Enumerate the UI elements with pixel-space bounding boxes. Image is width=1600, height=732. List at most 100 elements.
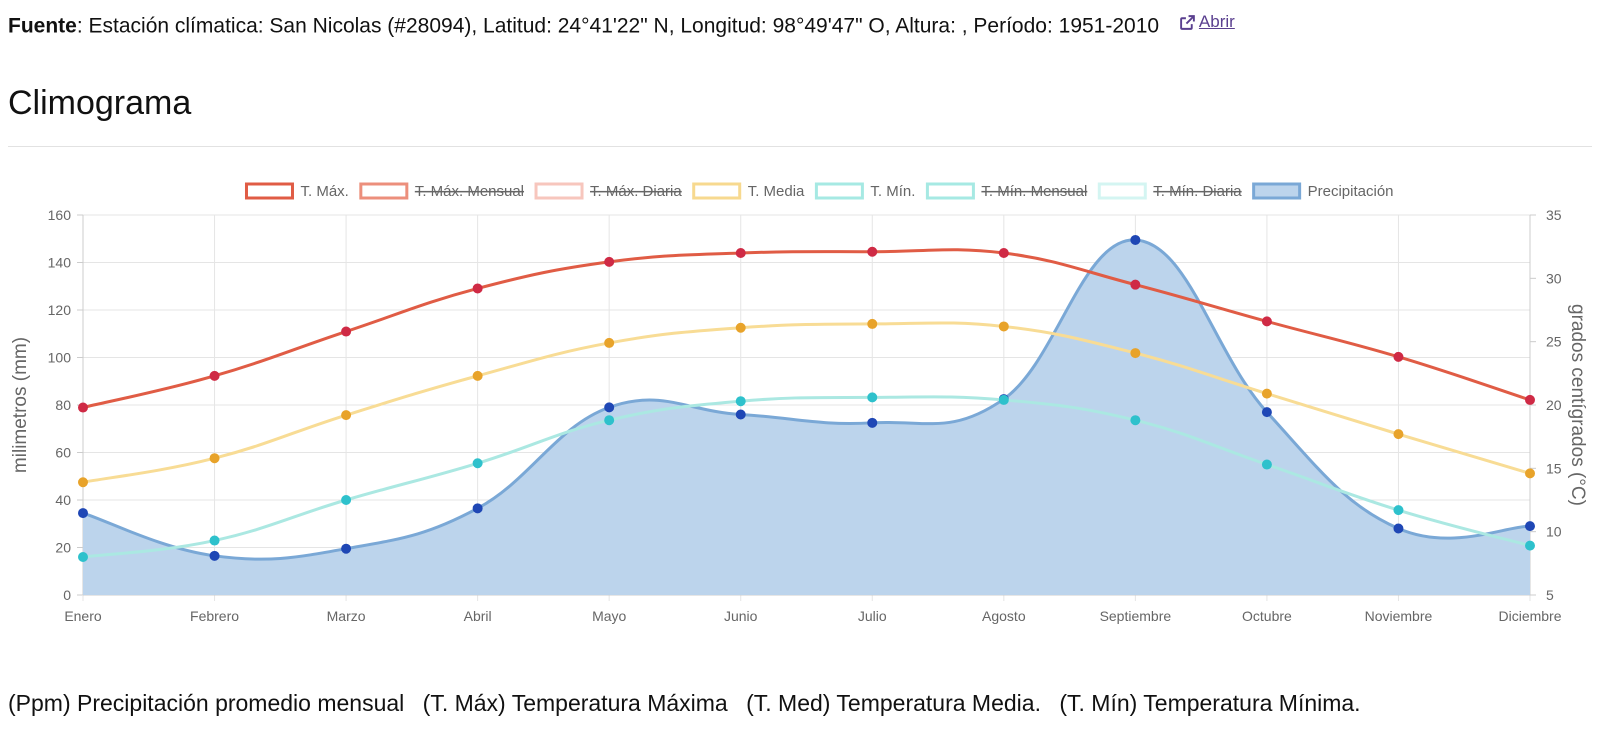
legend-label-t-mín[interactable]: T. Mín.	[870, 183, 915, 200]
footnote-tmed: (T. Med) Temperatura Media.	[746, 690, 1041, 716]
legend-swatch-precipitación[interactable]	[1252, 182, 1302, 200]
data-point-t-media	[604, 337, 615, 348]
x-tick-label: Octubre	[1242, 608, 1292, 624]
data-point-t-mín	[604, 415, 615, 426]
data-point-t-mín	[1525, 540, 1535, 551]
data-point-t-mín	[735, 396, 746, 407]
data-point-t-máx	[1130, 279, 1141, 290]
series-line-t-mín	[82, 395, 1531, 559]
data-point-t-mín	[472, 458, 483, 469]
legend-label-precipitación[interactable]: Precipitación	[1308, 183, 1394, 200]
data-point-t-mín	[1261, 459, 1272, 470]
legend-swatch-t-máx-mensual[interactable]	[359, 182, 409, 200]
data-point-t-mín	[867, 392, 878, 403]
legend-label-t-máx-mensual[interactable]: T. Máx. Mensual	[415, 183, 524, 200]
y2-tick-label: 5	[1546, 587, 1554, 603]
y-tick-label: 60	[55, 445, 71, 461]
data-point-precipitación	[735, 409, 746, 420]
y-tick-label: 40	[55, 492, 71, 508]
x-tick-label: Enero	[64, 608, 102, 624]
legend-swatch-t-mín-mensual[interactable]	[925, 182, 975, 200]
title-divider	[8, 146, 1592, 147]
page-title: Climograma	[8, 84, 192, 122]
y2-tick-label: 10	[1546, 524, 1562, 540]
y-tick-label: 0	[63, 587, 71, 603]
data-point-precipitación	[1525, 521, 1535, 532]
data-point-t-máx	[604, 256, 615, 267]
x-tick-label: Noviembre	[1365, 608, 1433, 624]
legend-swatch-t-máx[interactable]	[244, 182, 294, 200]
data-point-t-máx	[472, 283, 483, 294]
data-point-t-mín	[1130, 415, 1141, 426]
data-point-t-media	[341, 410, 352, 421]
data-point-precipitación	[604, 402, 615, 413]
y2-tick-label: 35	[1546, 207, 1562, 223]
data-point-t-máx	[1393, 351, 1404, 362]
data-point-t-máx	[998, 248, 1009, 258]
source-line: Fuente: Estación clímatica: San Nicolas …	[8, 12, 1235, 39]
y-tick-label: 20	[55, 540, 71, 556]
legend-swatch-t-mín-diaria[interactable]	[1097, 182, 1147, 200]
data-point-precipitación	[472, 503, 483, 514]
x-tick-label: Julio	[858, 608, 887, 624]
legend-swatch-t-máx-diaria[interactable]	[534, 182, 584, 200]
source-text: : Estación clímatica: San Nicolas (#2809…	[76, 14, 1160, 38]
y-tick-label: 160	[48, 207, 72, 223]
x-tick-label: Junio	[724, 608, 758, 624]
legend-label-t-mín-mensual[interactable]: T. Mín. Mensual	[981, 183, 1087, 200]
series-line-t-máx	[82, 248, 1531, 409]
legend-swatch-t-media[interactable]	[692, 182, 742, 200]
data-point-precipitación	[209, 550, 220, 561]
y2-tick-label: 20	[1546, 397, 1562, 413]
series-area-precipitación	[83, 239, 1530, 595]
y-tick-label: 100	[48, 350, 72, 366]
data-point-t-mín	[209, 535, 220, 546]
x-tick-label: Febrero	[190, 608, 239, 624]
footnote: (Ppm) Precipitación promedio mensual (T.…	[8, 690, 1373, 717]
legend-label-t-máx-diaria[interactable]: T. Máx. Diaria	[590, 183, 682, 200]
data-point-precipitación	[78, 508, 88, 519]
y2-tick-label: 15	[1546, 460, 1562, 476]
y2-tick-label: 30	[1546, 270, 1562, 286]
legend-label-t-máx[interactable]: T. Máx.	[300, 183, 348, 200]
data-point-t-máx	[1261, 316, 1272, 327]
data-point-t-media	[1130, 348, 1141, 359]
data-point-t-media	[867, 318, 878, 329]
footnote-tmax: (T. Máx) Temperatura Máxima	[422, 690, 728, 716]
series-line-t-media	[82, 321, 1531, 484]
external-link-icon	[1180, 14, 1195, 30]
y-tick-label: 140	[48, 255, 72, 271]
x-tick-label: Abril	[464, 608, 492, 624]
y-tick-label: 80	[55, 397, 71, 413]
data-point-t-mín	[341, 495, 352, 505]
data-point-t-máx	[209, 370, 220, 381]
x-tick-label: Agosto	[982, 608, 1026, 624]
data-point-t-media	[78, 477, 88, 488]
data-point-t-media	[1393, 429, 1404, 440]
data-point-precipitación	[341, 543, 352, 554]
data-point-t-media	[209, 453, 220, 464]
open-link-label: Abrir	[1198, 12, 1235, 31]
data-point-t-media	[1261, 388, 1272, 399]
legend-swatch-t-mín[interactable]	[814, 182, 864, 200]
data-point-t-mín	[998, 394, 1009, 405]
x-tick-label: Mayo	[592, 608, 626, 624]
data-point-t-media	[472, 370, 483, 381]
x-tick-label: Diciembre	[1498, 608, 1561, 624]
legend-label-t-mín-diaria[interactable]: T. Mín. Diaria	[1153, 183, 1242, 200]
footnote-precipitation: (Ppm) Precipitación promedio mensual	[8, 690, 405, 716]
data-point-t-media	[1525, 468, 1535, 479]
open-link[interactable]: Abrir	[1179, 12, 1235, 32]
data-point-t-mín	[78, 552, 88, 562]
footnote-tmin: (T. Mín) Temperatura Mínima.	[1059, 690, 1361, 716]
data-point-t-máx	[1525, 394, 1535, 405]
data-point-t-máx	[341, 326, 352, 337]
data-point-t-máx	[735, 248, 746, 258]
source-label: Fuente	[8, 14, 77, 38]
data-point-t-máx	[867, 246, 878, 257]
y-tick-label: 120	[48, 302, 72, 318]
data-point-t-mín	[1393, 505, 1404, 516]
legend-label-t-media[interactable]: T. Media	[748, 183, 805, 200]
data-point-precipitación	[1261, 407, 1272, 418]
x-tick-label: Septiembre	[1100, 608, 1172, 624]
